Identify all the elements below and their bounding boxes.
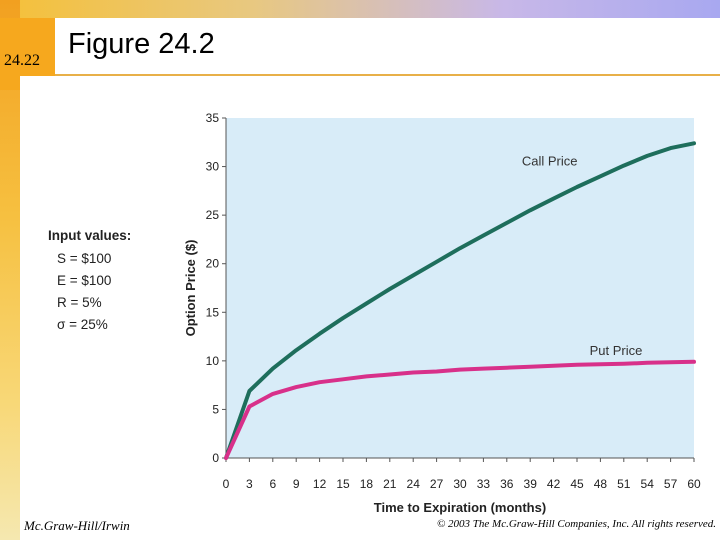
slide-number: 24.22: [4, 52, 40, 69]
x-tick-label: 42: [547, 477, 561, 491]
y-tick-label: 10: [206, 354, 220, 368]
y-axis-label: Option Price ($): [183, 240, 198, 337]
x-tick-label: 12: [313, 477, 327, 491]
put-price-label: Put Price: [590, 343, 643, 358]
input-value-e: E = $100: [57, 273, 112, 288]
call-price-label: Call Price: [522, 154, 578, 169]
x-tick-label: 9: [293, 477, 300, 491]
x-tick-label: 6: [269, 477, 276, 491]
left-decor-band: [0, 0, 20, 540]
x-tick-label: 33: [477, 477, 491, 491]
put-price-line: [224, 359, 696, 460]
x-tick-label: 57: [664, 477, 678, 491]
x-tick-label: 0: [223, 477, 230, 491]
x-tick-label: 48: [594, 477, 608, 491]
y-tick-label: 20: [206, 257, 220, 271]
x-tick-label: 51: [617, 477, 631, 491]
slide-title: Figure 24.2: [68, 28, 215, 60]
title-panel: [55, 18, 720, 76]
x-tick-label: 54: [641, 477, 655, 491]
title-rule: [55, 74, 720, 76]
call-price-line: [224, 141, 696, 460]
input-value-r: R = 5%: [57, 295, 102, 310]
x-tick-label: 24: [407, 477, 421, 491]
input-value-sigma: σ = 25%: [57, 317, 108, 332]
x-tick-label: 15: [336, 477, 350, 491]
x-tick-label: 3: [246, 477, 253, 491]
plot-area: [226, 118, 694, 458]
x-tick-label: 45: [570, 477, 584, 491]
y-tick-label: 15: [206, 305, 220, 319]
x-tick-label: 27: [430, 477, 444, 491]
y-tick-label: 25: [206, 208, 220, 222]
y-tick-label: 30: [206, 160, 220, 174]
y-tick-label: 0: [212, 451, 219, 465]
x-tick-label: 39: [524, 477, 538, 491]
footer-copyright: © 2003 The Mc.Graw-Hill Companies, Inc. …: [436, 518, 716, 530]
top-decor-band: [0, 0, 720, 18]
x-tick-label: 21: [383, 477, 397, 491]
y-tick-label: 35: [206, 111, 220, 125]
input-values-heading: Input values:: [48, 228, 132, 243]
x-tick-label: 30: [453, 477, 467, 491]
input-value-s: S = $100: [57, 251, 112, 266]
footer-publisher: Mc.Graw-Hill/Irwin: [24, 518, 130, 533]
x-tick-label: 60: [687, 477, 701, 491]
x-tick-label: 18: [360, 477, 374, 491]
x-axis-label: Time to Expiration (months): [374, 500, 546, 515]
x-tick-label: 36: [500, 477, 514, 491]
input-values-box: Input values: S = $100 E = $100 R = 5% σ…: [48, 228, 131, 336]
y-tick-label: 5: [212, 402, 219, 416]
